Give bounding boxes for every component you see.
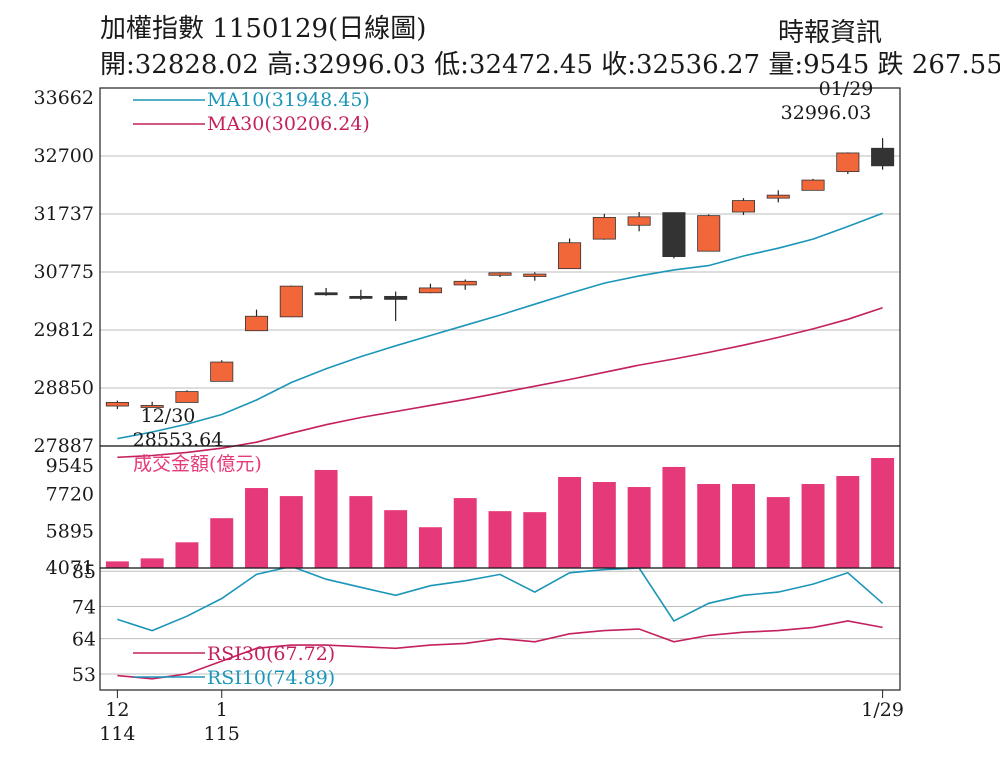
- ma10-line: [117, 212, 883, 440]
- volume-tick-label: 5895: [46, 520, 94, 542]
- x-tick-label: 1/29: [861, 699, 904, 721]
- candle-body: [731, 200, 756, 213]
- volume-bar: [210, 518, 234, 568]
- volume-title: 成交金額(億元): [133, 453, 262, 475]
- low-date-label: 12/30: [141, 405, 196, 427]
- price-tick-label: 32700: [34, 145, 94, 167]
- source-label: 時報資訊: [778, 18, 883, 48]
- ohlc-summary: 開:32828.02 高:32996.03 低:32472.45 收:32536…: [100, 50, 1000, 80]
- volume-bar: [279, 496, 303, 568]
- volume-bar: [766, 497, 790, 568]
- candle-body: [244, 315, 269, 332]
- candle-body: [105, 402, 129, 407]
- price-tick-label: 30775: [34, 261, 94, 283]
- candle-body: [453, 280, 477, 286]
- volume-bar: [558, 476, 582, 568]
- rsi-tick-label: 53: [72, 664, 96, 686]
- price-tick-label: 33662: [34, 87, 94, 109]
- ma10-legend-label: MA10(31948.45): [207, 89, 370, 111]
- candle-body: [697, 215, 721, 252]
- chart-frame: [99, 87, 901, 691]
- chart-labels: 33662 32700 31737 30775 29812 28850 27887 MA10(…: [34, 78, 904, 745]
- candle-body: [801, 179, 825, 191]
- candle-body: [523, 273, 547, 277]
- chart-title: 加權指數 1150129(日線圖): [100, 14, 427, 44]
- price-tick-label: 29812: [34, 319, 94, 341]
- candle-body: [592, 217, 616, 240]
- price-tick-label: 28850: [34, 377, 94, 399]
- candle-body: [871, 147, 895, 167]
- ma30-legend-label: MA30(30206.24): [207, 113, 370, 135]
- candle-body: [627, 216, 651, 226]
- volume-bar: [836, 475, 860, 568]
- volume-bar: [314, 469, 338, 568]
- volume-tick-label: 9545: [46, 455, 94, 477]
- candle-body: [558, 242, 582, 270]
- volume-bar: [523, 512, 547, 568]
- x-tick-year-label: 114: [99, 723, 135, 745]
- volume-bar: [453, 498, 477, 568]
- price-tick-label: 31737: [34, 203, 94, 225]
- volume-bar: [384, 510, 408, 568]
- rsi-panel: [100, 568, 900, 680]
- panel-border: [99, 567, 901, 691]
- candle-body: [175, 391, 199, 403]
- rsi10-line: [117, 568, 884, 632]
- ma30-line: [117, 307, 883, 459]
- candle-body: [766, 194, 790, 199]
- candle-body: [418, 287, 442, 294]
- volume-bar: [140, 558, 164, 568]
- high-value-label: 32996.03: [781, 102, 872, 124]
- candle-body: [314, 292, 338, 296]
- volume-tick-label: 4071: [46, 557, 94, 579]
- candle-body: [140, 405, 164, 408]
- rsi-tick-label: 74: [72, 597, 96, 619]
- volume-panel: [105, 458, 895, 568]
- candle-body: [349, 295, 373, 299]
- volume-bar: [871, 458, 895, 568]
- rsi-tick-label: 85: [72, 561, 96, 583]
- rsi-lines: [117, 568, 884, 680]
- x-tick-label: 1: [216, 699, 228, 721]
- volume-bar: [488, 511, 512, 568]
- volume-bar: [418, 527, 442, 568]
- volume-bar: [697, 484, 721, 568]
- candle-body: [384, 295, 408, 300]
- volume-bar: [175, 542, 199, 568]
- volume-bar: [592, 482, 616, 568]
- volume-bar: [732, 484, 755, 568]
- volume-bar: [662, 466, 686, 568]
- candle-body: [836, 152, 860, 173]
- candle-body: [210, 361, 234, 382]
- low-value-label: 28553.64: [133, 429, 224, 451]
- volume-bar: [105, 561, 129, 568]
- candle-body: [662, 212, 686, 258]
- candle-body: [488, 272, 512, 276]
- candle-body: [279, 285, 303, 318]
- volume-bar: [801, 484, 825, 568]
- volume-bar: [245, 488, 268, 568]
- rsi-tick-label: 64: [72, 629, 96, 651]
- rsi30-line: [117, 620, 883, 680]
- volume-bar: [627, 487, 651, 568]
- price-panel: [100, 138, 900, 459]
- price-tick-label: 27887: [34, 435, 94, 457]
- volume-bar: [349, 496, 373, 568]
- rsi30-legend-label: RSI30(67.72): [207, 643, 335, 665]
- high-date-label: 01/29: [819, 78, 874, 100]
- volume-tick-label: 7720: [46, 484, 94, 506]
- x-tick-label: 12: [105, 699, 129, 721]
- rsi10-legend-label: RSI10(74.89): [207, 667, 335, 689]
- x-tick-year-label: 115: [204, 723, 240, 745]
